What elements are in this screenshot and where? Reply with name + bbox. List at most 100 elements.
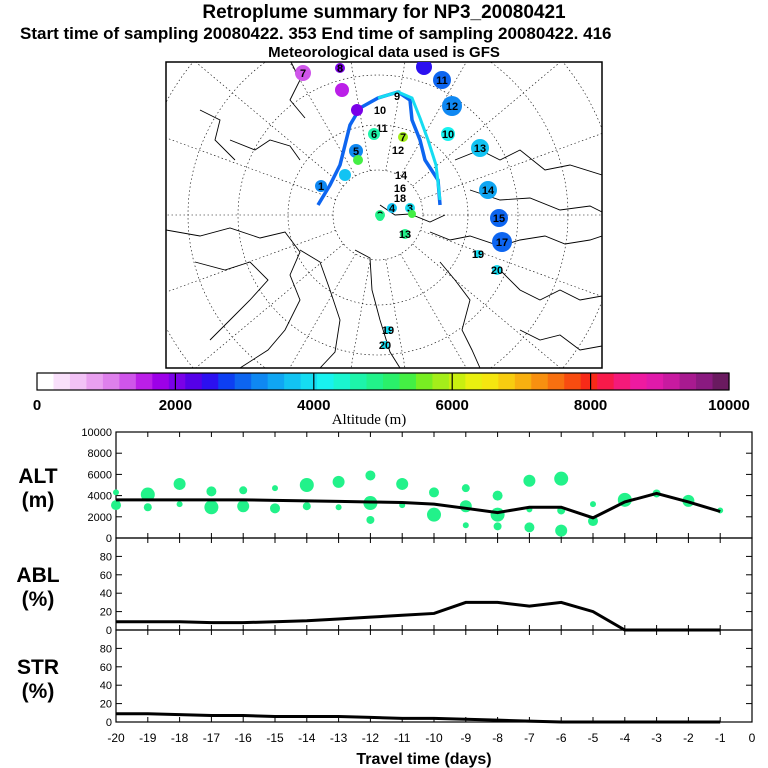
alt-scatter-point — [272, 485, 278, 492]
x-tick-label: -2 — [683, 731, 694, 745]
colorbar-swatch — [646, 373, 664, 390]
colorbar-swatch — [514, 373, 532, 390]
colorbar-tick-label: 4000 — [297, 397, 330, 414]
panel-ylabel: ABL — [16, 564, 59, 587]
colorbar-swatch — [267, 373, 285, 390]
alt-scatter-point — [176, 501, 183, 508]
panel-ylabel-unit: (%) — [22, 588, 55, 611]
alt-scatter-point — [332, 475, 345, 488]
plume-cluster-marker — [353, 155, 363, 165]
colorbar-swatch — [597, 373, 615, 390]
x-tick-label: -18 — [171, 731, 189, 745]
coastline — [199, 109, 236, 161]
x-tick-label: -12 — [362, 731, 380, 745]
colorbar-tick-label: 2000 — [159, 397, 192, 414]
plume-cluster-marker — [474, 250, 482, 258]
plume-day-label: 15 — [493, 213, 505, 225]
alt-scatter-point — [490, 507, 505, 522]
plume-cluster-marker — [376, 213, 384, 221]
plume-day-label: 14 — [482, 185, 495, 197]
panel-ylabel: ALT — [18, 465, 57, 488]
colorbar-swatch — [547, 373, 565, 390]
y-tick-label: 10000 — [81, 427, 112, 439]
coastline — [299, 249, 341, 368]
coastline — [499, 269, 602, 301]
colorbar-swatch — [152, 373, 170, 390]
plume-day-label: 17 — [496, 237, 508, 249]
alt-scatter-point — [396, 477, 409, 490]
x-tick-label: -17 — [203, 731, 221, 745]
plume-day-label: 13 — [399, 229, 411, 241]
alt-scatter-point — [204, 500, 219, 515]
colorbar-swatch — [630, 373, 648, 390]
coastline — [519, 329, 602, 351]
x-tick-label: 0 — [749, 731, 756, 745]
plume-cluster-marker — [433, 71, 451, 89]
x-tick-label: -11 — [394, 731, 411, 745]
alt-scatter-point — [366, 515, 375, 524]
coastline — [194, 261, 269, 341]
panel-frame — [115, 431, 753, 539]
alt-scatter-point — [173, 477, 186, 490]
plume-cluster-marker — [442, 96, 462, 116]
colorbar-swatch — [498, 373, 516, 390]
plume-cluster-marker — [335, 63, 345, 73]
colorbar-swatch — [168, 373, 186, 390]
alt-scatter-point — [206, 486, 217, 497]
plume-day-label: 6 — [371, 129, 377, 141]
x-axis-label: Travel time (days) — [356, 751, 491, 768]
alt-scatter-point — [111, 500, 121, 511]
plume-cluster-marker — [315, 180, 327, 192]
alt-scatter-point — [493, 522, 502, 531]
alt-scatter-point — [365, 470, 376, 481]
plume-day-label: 13 — [474, 143, 486, 155]
colorbar: 0 2000 4000 6000 8000 10000 — [33, 372, 750, 414]
plume-cluster-marker — [351, 104, 363, 116]
meridian — [195, 243, 344, 368]
polar-map: 7 811121314151710910111214161820192019156… — [165, 61, 603, 369]
plume-cluster-marker — [387, 203, 397, 213]
alt-scatter-point — [143, 503, 152, 512]
plume-cluster-marker — [479, 181, 497, 199]
y-tick-label: 4000 — [88, 491, 112, 503]
meridian — [412, 243, 561, 368]
colorbar-swatch — [251, 373, 269, 390]
plume-cluster-marker — [441, 127, 455, 141]
colorbar-swatch — [366, 373, 384, 390]
colorbar-frame — [36, 372, 730, 391]
y-tick-label: 80 — [100, 643, 112, 655]
x-tick-label: -14 — [298, 731, 316, 745]
y-tick-label: 2000 — [88, 512, 112, 524]
meridian — [166, 230, 336, 293]
colorbar-swatch — [383, 373, 401, 390]
plume-day-label: 9 — [394, 91, 400, 103]
plume-day-label: 16 — [394, 183, 406, 195]
plume-cluster-marker — [492, 265, 502, 275]
colorbar-swatch — [564, 373, 582, 390]
plume-day-label: 11 — [376, 123, 388, 135]
x-tick-label: -19 — [139, 731, 157, 745]
colorbar-tick-label: 10000 — [708, 397, 750, 414]
alt-scatter-point — [239, 486, 248, 495]
colorbar-swatch — [696, 373, 714, 390]
alt-scatter-point — [299, 478, 314, 492]
colorbar-tick-label: 6000 — [436, 397, 469, 414]
coastline — [166, 227, 301, 368]
plume-day-label: 7 — [400, 132, 406, 144]
plume-day-label: 8 — [337, 63, 343, 75]
panel-ylabel-unit: (m) — [22, 489, 55, 512]
plume-day-label: 4 — [389, 203, 396, 215]
plume-cluster-marker — [368, 128, 380, 140]
plume-day-label: 19 — [382, 325, 394, 337]
x-tick-label: -5 — [588, 731, 599, 745]
x-tick-label: -20 — [107, 731, 125, 745]
plume-day-label: 14 — [395, 170, 408, 182]
colorbar-swatch — [102, 373, 120, 390]
plume-trajectory-tail — [377, 90, 442, 201]
y-tick-label: 0 — [106, 625, 112, 637]
y-tick-label: 80 — [100, 551, 112, 563]
colorbar-swatch — [300, 373, 318, 390]
alt-scatter-point — [335, 504, 342, 511]
y-tick-label: 20 — [100, 699, 112, 711]
series-line — [116, 712, 721, 724]
